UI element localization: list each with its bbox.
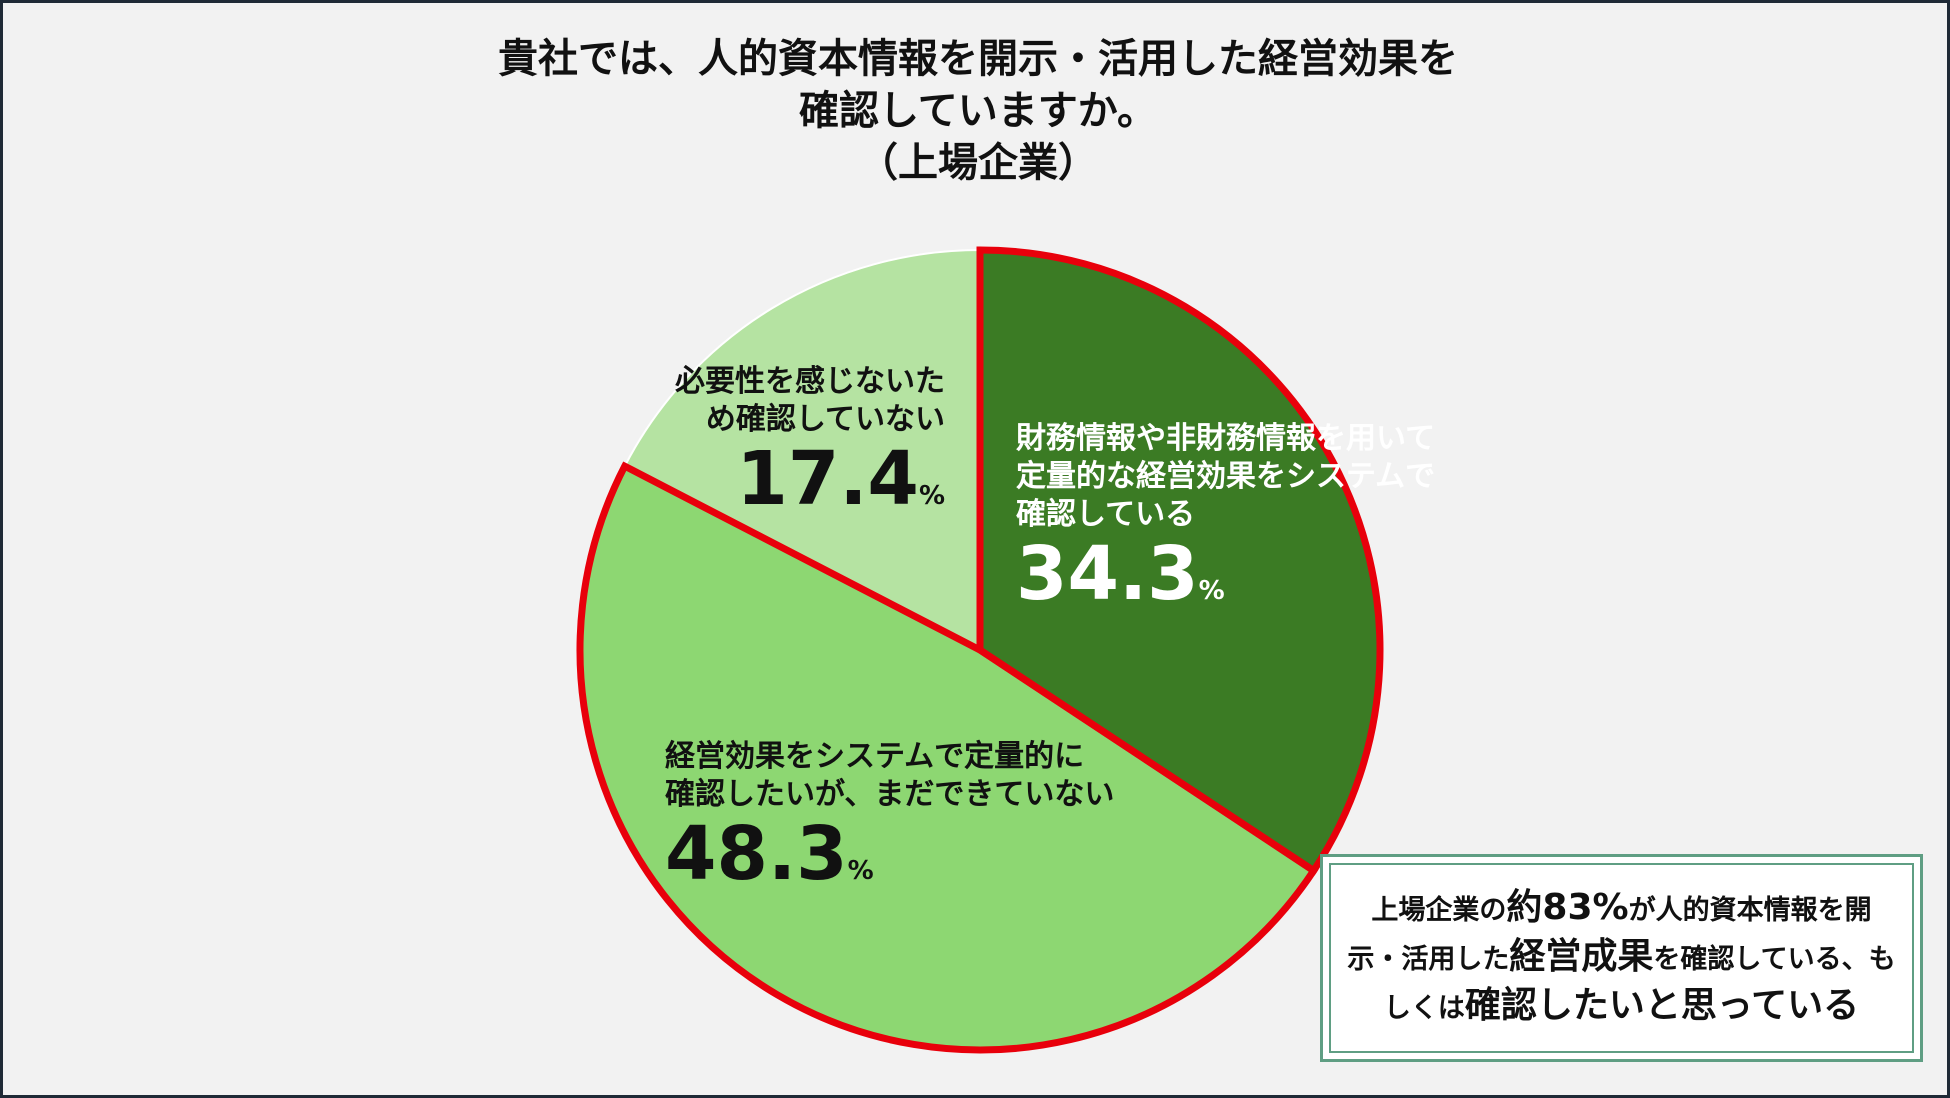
callout-text-part: 上場企業の xyxy=(1371,894,1507,926)
callout-inner-border: 上場企業の約83%が人的資本情報を開示・活用した経営成果を確認している、もしくは… xyxy=(1329,863,1914,1053)
title-line-1: 貴社では、人的資本情報を開示・活用した経営効果を xyxy=(498,36,1458,82)
slice-desc-line: 定量的な経営効果をシステムで xyxy=(1016,459,1436,494)
slice-unit: % xyxy=(1198,576,1225,606)
slice-unit: % xyxy=(918,481,945,511)
slice-value: 48.3 xyxy=(665,811,848,897)
slice-label-not-needed: 必要性を感じないた め確認していない 17.4% xyxy=(655,363,945,519)
callout-text-part: が人的資本情報を開示・活用した xyxy=(1347,894,1872,975)
pie-slice xyxy=(623,248,981,652)
callout-emphasis: 経営成果 xyxy=(1509,935,1654,977)
slice-desc-line: 財務情報や非財務情報を用いて xyxy=(1016,421,1436,456)
chart-title: 貴社では、人的資本情報を開示・活用した経営効果を 確認していますか。 （上場企業… xyxy=(3,33,1950,189)
slice-value: 34.3 xyxy=(1016,531,1199,617)
slice-highlight-outline xyxy=(976,246,1384,876)
summary-callout: 上場企業の約83%が人的資本情報を開示・活用した経営成果を確認している、もしくは… xyxy=(1320,854,1923,1062)
slice-desc-line: 必要性を感じないた xyxy=(675,364,945,399)
callout-text-part: を確認している、もしくは xyxy=(1383,943,1896,1024)
callout-emphasis: 確認したいと思っている xyxy=(1464,984,1860,1026)
slice-label-want-to-confirm: 経営効果をシステムで定量的に 確認したいが、まだできていない 48.3% xyxy=(665,738,1114,894)
callout-emphasis: 約83% xyxy=(1506,886,1629,928)
title-line-2: 確認していますか。 xyxy=(799,88,1157,134)
callout-text: 上場企業の約83%が人的資本情報を開示・活用した経営成果を確認している、もしくは… xyxy=(1347,885,1896,1032)
slice-value: 17.4 xyxy=(736,436,919,522)
slice-desc-line: 確認している xyxy=(1016,497,1196,532)
title-line-3: （上場企業） xyxy=(858,140,1098,186)
slice-label-confirmed: 財務情報や非財務情報を用いて 定量的な経営効果をシステムで 確認している 34.… xyxy=(1016,420,1435,614)
slice-desc-line: 確認したいが、まだできていない xyxy=(665,777,1115,812)
slice-desc-line: 経営効果をシステムで定量的に xyxy=(665,739,1085,774)
slice-desc-line: め確認していない xyxy=(705,402,945,437)
slice-unit: % xyxy=(847,856,874,886)
slice-highlight-outline xyxy=(576,461,1319,1054)
